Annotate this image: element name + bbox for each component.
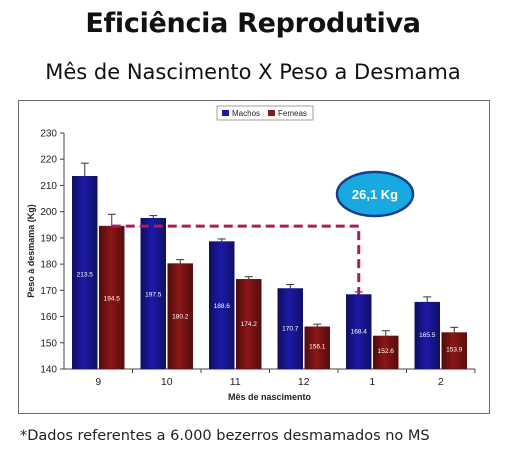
- chart-panel: 140 150 160 170 180 190 200 210 220 230 9 10 11 12 1 2 2…: [18, 100, 490, 414]
- data-label: 153.9: [446, 347, 463, 354]
- x-tick-label: 11: [230, 376, 241, 388]
- data-label: 170.7: [282, 325, 299, 332]
- annotation-dashed-line: [111, 224, 361, 295]
- annotation-text: 26,1 Kg: [352, 187, 398, 202]
- y-tick-label: 160: [40, 312, 57, 323]
- footnote: *Dados referentes a 6.000 bezerros desma…: [20, 428, 430, 444]
- x-tick-label: 12: [298, 376, 310, 388]
- y-tick-label: 220: [40, 155, 57, 166]
- bar-femeas-1: [373, 335, 399, 370]
- data-label: 165.5: [419, 332, 436, 339]
- y-tick-label: 170: [40, 286, 57, 297]
- y-axis-title: Peso à desmama (Kg): [26, 204, 36, 298]
- bar-machos-10: [140, 217, 166, 370]
- bar-femeas-10: [167, 263, 193, 370]
- legend-swatch-femeas: [268, 110, 275, 116]
- page-title: Eficiência Reprodutiva: [85, 8, 421, 39]
- legend-box: [216, 105, 314, 121]
- data-label: 213.5: [77, 271, 94, 278]
- x-tick-label: 10: [161, 376, 173, 388]
- y-tick-label: 150: [40, 338, 57, 349]
- x-tick-label: 9: [95, 376, 101, 388]
- bar-machos-11: [209, 241, 235, 370]
- data-label: 180.2: [172, 313, 189, 320]
- bar-machos-2: [414, 301, 440, 370]
- x-tick-label: 2: [438, 376, 444, 388]
- legend-label-femeas: Femeas: [278, 109, 307, 118]
- y-tick-label: 190: [40, 233, 57, 244]
- data-label: 197.5: [145, 292, 162, 299]
- x-tick-label: 1: [369, 376, 375, 388]
- bar-femeas-12: [304, 326, 330, 370]
- y-tick-label: 200: [40, 207, 57, 218]
- page-subtitle: Mês de Nascimento X Peso a Desmama: [45, 60, 461, 84]
- bar-machos-1: [346, 294, 372, 370]
- data-label: 174.2: [241, 321, 258, 328]
- x-axis-title: Mês de nascimento: [228, 392, 312, 402]
- data-label: 188.6: [214, 303, 231, 310]
- data-label: 168.4: [351, 328, 368, 335]
- y-tick-label: 210: [40, 181, 57, 192]
- y-tick-label: 140: [40, 365, 57, 376]
- data-label: 194.5: [104, 295, 121, 302]
- legend-label-machos: Machos: [232, 109, 260, 118]
- annotation-bubble: [335, 170, 415, 218]
- bar-femeas-9: [99, 225, 125, 370]
- y-tick-label: 230: [40, 129, 57, 140]
- data-label: 152.6: [378, 348, 395, 355]
- bar-femeas-2: [441, 332, 467, 370]
- y-tick-label: 180: [40, 260, 57, 271]
- legend-swatch-machos: [222, 110, 229, 116]
- data-label: 156.1: [309, 344, 326, 351]
